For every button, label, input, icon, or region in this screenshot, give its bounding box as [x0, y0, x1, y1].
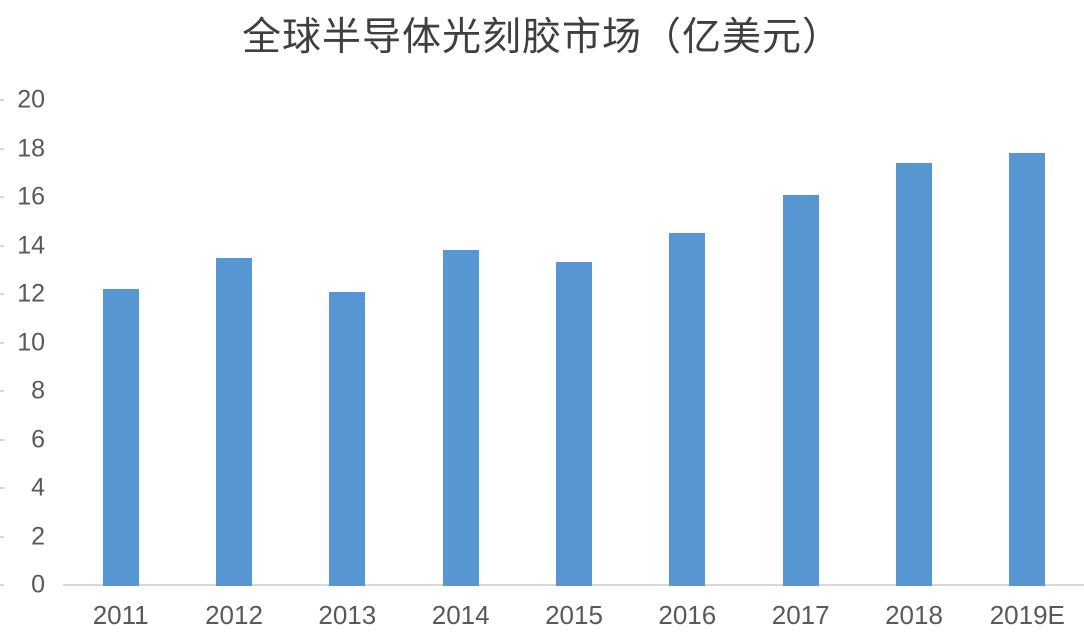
y-tick-label: 16 [17, 182, 45, 211]
bar-2015 [556, 262, 592, 586]
y-axis-tick-mark [0, 535, 4, 538]
x-tick-label-2017: 2017 [771, 600, 830, 630]
y-axis-tick-mark [0, 390, 4, 392]
y-axis-tick-mark [0, 99, 4, 101]
y-axis-tick-mark [0, 487, 4, 489]
bar-2018 [896, 163, 932, 586]
x-tick-label-2015: 2015 [545, 600, 603, 630]
y-axis-tick-mark [0, 341, 4, 344]
bar-2014 [442, 250, 479, 586]
y-tick-label: 10 [17, 328, 45, 356]
y-axis-tick-mark [0, 293, 4, 295]
y-tick-label: 14 [17, 231, 45, 259]
bar-2019E [1009, 153, 1046, 586]
y-axis-tick-mark [0, 196, 4, 198]
y-tick-label: 12 [17, 279, 45, 308]
bar-2016 [669, 233, 706, 586]
x-tick-label-2012: 2012 [205, 600, 263, 630]
y-tick-label: 2 [31, 522, 45, 550]
x-tick-label-2016: 2016 [658, 600, 717, 630]
y-axis-tick-mark [0, 438, 4, 441]
y-axis-tick-mark [0, 244, 4, 247]
y-axis-tick-mark [0, 147, 4, 150]
bar-2011 [102, 289, 139, 586]
bar-2013 [329, 291, 366, 586]
x-tick-label-2018: 2018 [885, 600, 943, 630]
y-tick-label: 8 [31, 376, 45, 405]
y-tick-label: 6 [31, 425, 45, 453]
x-tick-label-2013: 2013 [318, 600, 377, 630]
y-tick-label: 0 [31, 570, 45, 599]
x-tick-label-2014: 2014 [431, 600, 490, 630]
y-tick-label: 20 [17, 85, 45, 114]
chart-title: 全球半导体光刻胶市场（亿美元） [241, 16, 842, 59]
bar-2017 [782, 194, 819, 586]
bar-2012 [216, 257, 252, 586]
x-tick-label-2011: 2011 [92, 600, 149, 630]
y-tick-label: 4 [31, 473, 45, 502]
y-axis-tick-mark [0, 584, 4, 586]
x-tick-label-2019E: 2019E [989, 600, 1065, 630]
y-tick-label: 18 [17, 134, 45, 162]
